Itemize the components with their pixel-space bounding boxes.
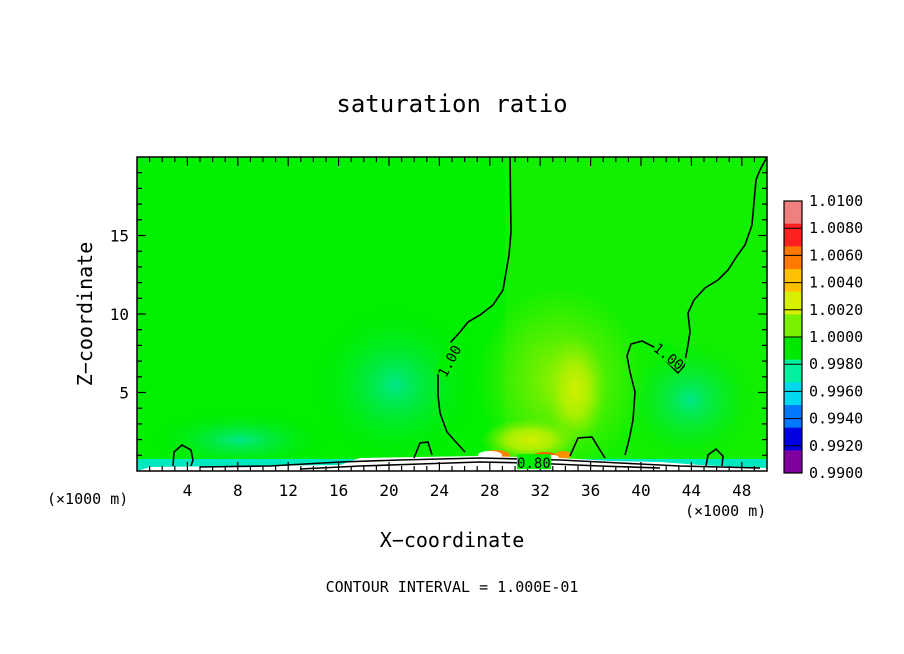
x-tick-label: 16 [329, 481, 348, 500]
x-tick-label: 12 [279, 481, 298, 500]
plume-inner [543, 335, 607, 445]
contour-interval-note: CONTOUR INTERVAL = 1.000E-01 [326, 578, 579, 596]
contour-bump-left [172, 444, 194, 467]
colorbar-swatch [784, 405, 802, 428]
colorbar-label: 0.9900 [809, 464, 863, 482]
colorbar-swatch [784, 291, 802, 315]
contour-line-1.00-right [624, 157, 767, 456]
contour-label-bg [433, 341, 463, 379]
contour-surface-1 [199, 457, 761, 469]
contour-label-bg [516, 454, 551, 470]
colorbar-label: 1.0100 [809, 192, 863, 210]
contour-surface-2 [299, 461, 661, 470]
hotspot [555, 451, 571, 459]
colorbar: 1.0100 1.0080 1.0060 1.0040 1.0020 1.0000 0.99… [783, 192, 863, 482]
y-axis-label: Z−coordinate [73, 242, 97, 387]
x-tick-label: 40 [631, 481, 650, 500]
colorbar-swatch [784, 201, 802, 224]
contour-label: 0.80 [517, 456, 551, 472]
colorbar-swatch [784, 314, 802, 338]
colorbar-swatch [784, 223, 802, 247]
x-tick-label: 32 [531, 481, 550, 500]
heatmap-field [137, 157, 767, 471]
contour-label-group: 0.80 [516, 454, 551, 472]
colorbar-label: 0.9960 [809, 382, 863, 400]
colorbar-swatch [784, 450, 802, 474]
teal-patch [150, 410, 330, 470]
x-tick-label: 4 [183, 481, 193, 500]
colorbar-label: 0.9920 [809, 437, 863, 455]
x-unit-right: (×1000 m) [685, 502, 766, 520]
colorbar-label: 1.0040 [809, 274, 863, 292]
contour-label-bg [651, 338, 688, 372]
colorbar-label: 1.0060 [809, 246, 863, 264]
plume-base [480, 418, 580, 462]
y-tick-label: 10 [110, 305, 129, 324]
colorbar-swatch [784, 427, 802, 451]
y-axis-ticks: 5 10 15 [110, 172, 767, 456]
x-unit-left: (×1000 m) [47, 490, 128, 508]
y-tick-label: 15 [110, 227, 129, 246]
x-tick-label: 36 [581, 481, 600, 500]
colorbar-label: 1.0020 [809, 301, 863, 319]
teal-patch [310, 305, 480, 465]
x-tick-label: 8 [233, 481, 243, 500]
x-tick-label: 20 [379, 481, 398, 500]
colorbar-label: 0.9980 [809, 355, 863, 373]
colorbar-swatch [784, 246, 802, 270]
contour-lines [172, 157, 767, 470]
chart-title: saturation ratio [336, 90, 567, 118]
contour-line-1.00-mid [569, 436, 606, 459]
x-axis-ticks: 4 8 12 16 20 24 28 32 36 40 44 48 [149, 157, 756, 500]
x-axis-label: X−coordinate [380, 528, 525, 552]
x-tick-label: 48 [732, 481, 751, 500]
contour-bump-22 [413, 441, 433, 459]
colorbar-swatch [784, 269, 802, 292]
x-tick-label: 28 [480, 481, 499, 500]
colorbar-swatch [784, 359, 802, 383]
contour-bump-46 [705, 447, 724, 467]
x-tick-label: 24 [430, 481, 449, 500]
colorbar-label: 1.0000 [809, 328, 863, 346]
colorbar-swatch [784, 337, 802, 360]
x-tick-label: 44 [682, 481, 701, 500]
teal-patch [620, 335, 760, 465]
colorbar-swatch [784, 382, 802, 406]
contour-line-1.00-left [437, 157, 512, 453]
y-tick-label: 5 [119, 384, 129, 403]
surface-hole [478, 451, 502, 459]
colorbar-label: 0.9940 [809, 410, 863, 428]
colorbar-label: 1.0080 [809, 219, 863, 237]
